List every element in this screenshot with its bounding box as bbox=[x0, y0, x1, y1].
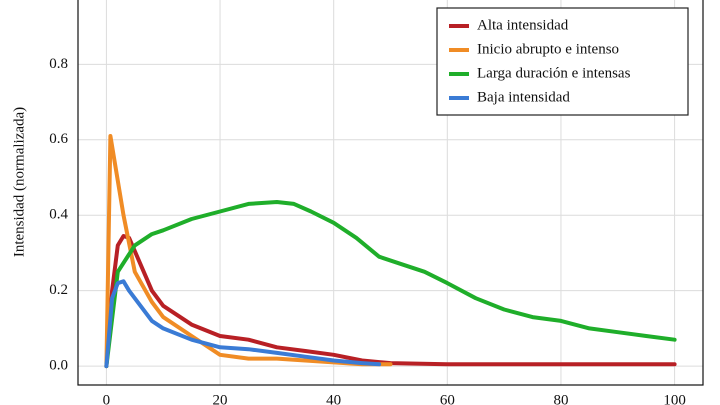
x-tick-label: 0 bbox=[103, 392, 111, 405]
ticks: 0.00.20.40.60.81.0020406080100 bbox=[49, 56, 686, 405]
legend-box bbox=[436, 7, 689, 116]
x-tick-label: 40 bbox=[326, 392, 341, 405]
y-tick-label: 0.4 bbox=[49, 207, 68, 223]
legend-label: Baja intensidad bbox=[477, 89, 570, 105]
y-tick-label: 0.2 bbox=[49, 282, 68, 298]
y-tick-label: 0.8 bbox=[49, 56, 68, 72]
x-tick-label: 100 bbox=[663, 392, 686, 405]
y-tick-label: 0.6 bbox=[49, 131, 68, 147]
lines bbox=[104, 134, 677, 369]
series-line bbox=[104, 200, 677, 369]
legend-label: Larga duración e intensas bbox=[477, 65, 631, 81]
axes-frame bbox=[77, 0, 704, 386]
x-tick-label: 60 bbox=[440, 392, 455, 405]
legend-label: Inicio abrupto e intenso bbox=[477, 41, 619, 57]
legend: Alta intensidad Inicio abrupto e intenso L… bbox=[436, 7, 689, 116]
x-tick-label: 20 bbox=[213, 392, 228, 405]
series-line bbox=[104, 279, 382, 369]
x-tick-label: 80 bbox=[553, 392, 568, 405]
y-axis-label: Intensidad (normalizada) bbox=[11, 107, 27, 257]
legend-label: Alta intensidad bbox=[477, 17, 569, 33]
y-tick-label: 0.0 bbox=[49, 358, 68, 374]
